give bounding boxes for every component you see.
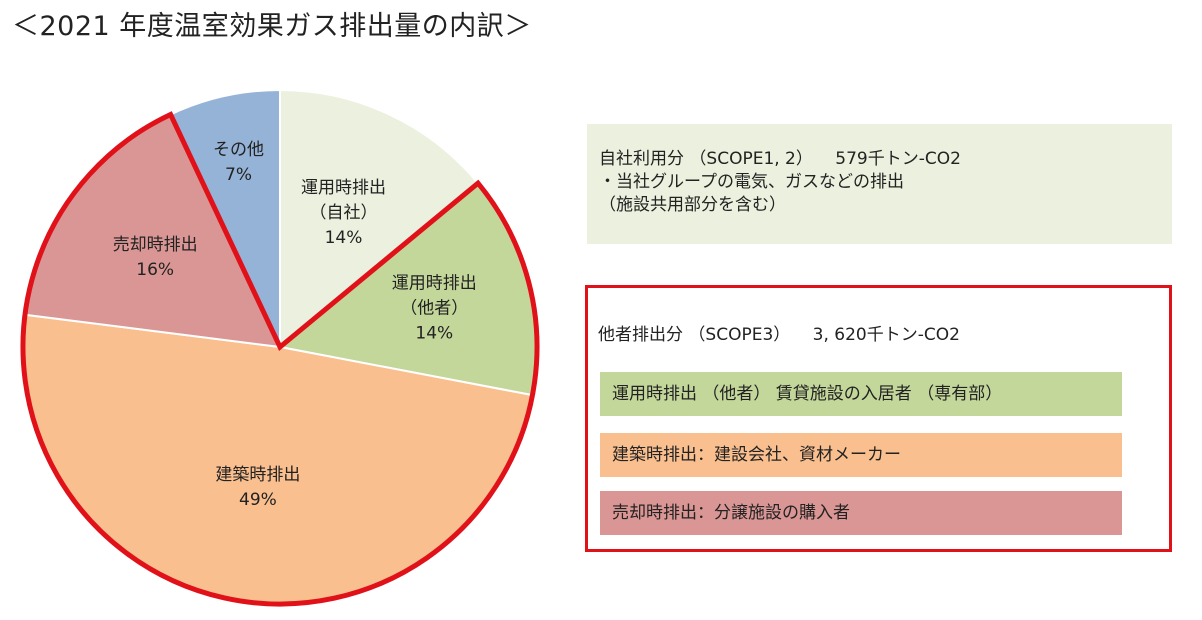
slice-operating-self-name-label: 運用時排出 [301,178,386,198]
scope12-info-box: 自社利用分 （SCOPE1, 2） 579千トン-CO2 ・当社グループの電気、… [587,124,1172,244]
scope3-heading: 他者排出分 （SCOPE3） 3, 620千トン-CO2 [598,325,960,345]
slice-other-name-label: その他 [213,140,264,160]
slice-operating-self-name-label: （自社） [310,203,378,223]
scope3-highlight-outline [20,111,540,607]
scope12-detail-note: （施設共用部分を含む） [599,195,786,215]
legend-operating-others: 運用時排出 （他者） 賃貸施設の入居者 （専有部） [600,372,1122,416]
slice-sale-value-label: 16% [136,260,174,280]
scope12-heading: 自社利用分 （SCOPE1, 2） 579千トン-CO2 [599,149,961,169]
page-title: ＜2021 年度温室効果ガス排出量の内訳＞ [12,11,532,42]
slice-operating-self-value-label: 14% [325,228,363,248]
slice-operating-self [279,88,480,350]
scope12-detail-line: ・当社グループの電気、ガスなどの排出 [599,172,904,192]
slice-operating-others-name-label: 運用時排出 [392,273,477,293]
slice-operating-others-value-label: 14% [415,323,453,343]
slice-operating-others-name-label: （他者） [400,298,468,318]
scope3-info-box: 他者排出分 （SCOPE3） 3, 620千トン-CO2 運用時排出 （他者） … [585,285,1172,552]
slice-construction-value-label: 49% [239,490,277,510]
slice-other-value-label: 7% [225,165,252,185]
legend-construction: 建築時排出：建設会社、資材メーカー [600,433,1122,477]
slice-construction-name-label: 建築時排出 [215,465,300,485]
legend-sale: 売却時排出：分譲施設の購入者 [600,491,1122,535]
pie-chart: 運用時排出 （自社） 14% 運用時排出 （他者） 14% 建築時排出 49% 売却時排出 16%… [20,88,540,607]
slice-sale-name-label: 売却時排出 [113,235,198,255]
